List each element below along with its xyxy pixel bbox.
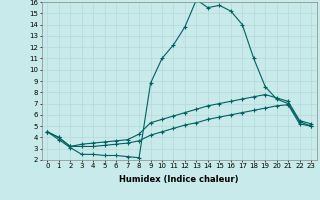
X-axis label: Humidex (Indice chaleur): Humidex (Indice chaleur): [119, 175, 239, 184]
